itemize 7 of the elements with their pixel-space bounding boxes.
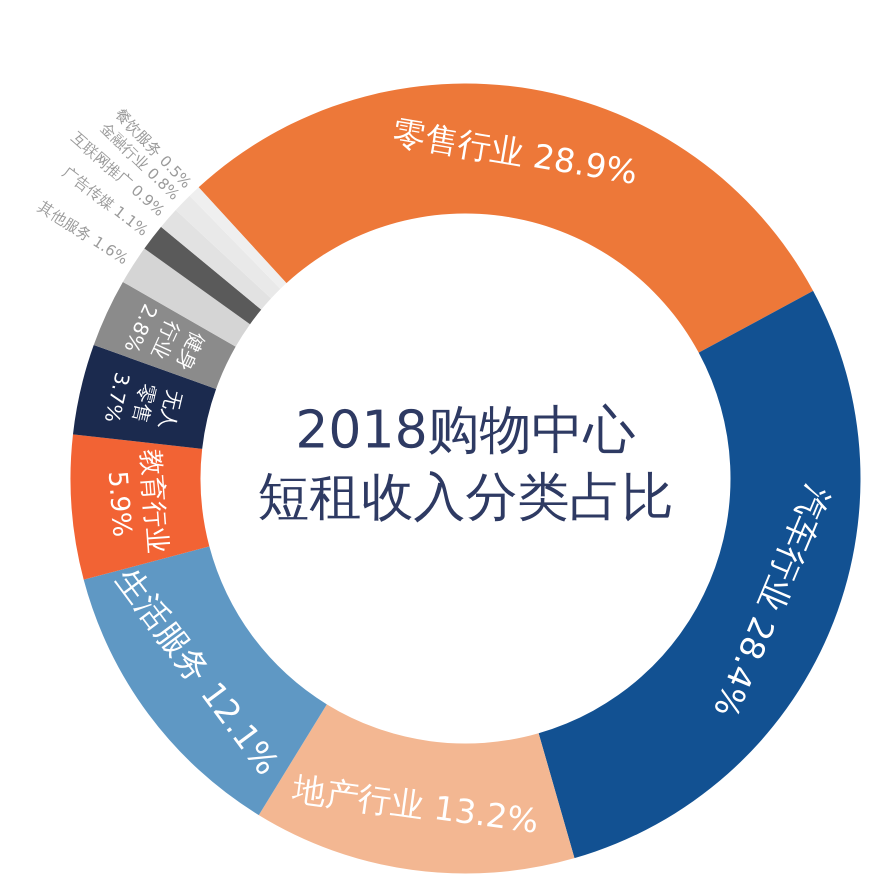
slice-label: 地产行业 13.2%	[290, 768, 541, 841]
text: 2018购物中心	[295, 400, 636, 460]
text: 短租收入分类占比	[258, 468, 674, 528]
data-label: 5.9%	[102, 470, 137, 538]
slice-label: 无人零售	[128, 382, 188, 432]
slice-label: 教育行业	[134, 448, 172, 554]
slice-label: 零售行业 28.9%	[390, 112, 640, 192]
